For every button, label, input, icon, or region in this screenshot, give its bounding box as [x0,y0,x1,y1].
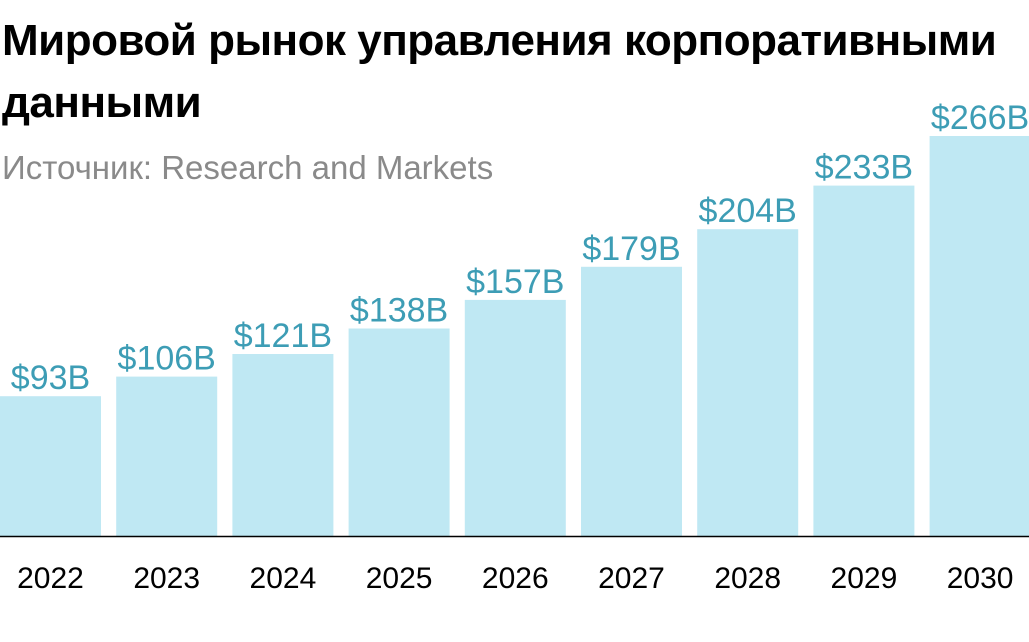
bar-2024 [232,354,334,536]
data-labels-group: $93B $106B $121B $138B $157B $179B $204B $233B $… [11,99,1029,397]
data-label-2030: $266B [931,99,1029,137]
x-tick-label-2030: 2030 [947,562,1014,595]
bar-2027 [581,266,682,536]
bar-2028 [697,229,799,536]
data-label-2028: $204B [699,192,797,230]
data-label-2024: $121B [234,317,332,355]
bar-2029 [813,185,915,536]
x-tick-label-2025: 2025 [366,562,433,595]
data-label-2025: $138B [350,292,448,330]
data-label-2026: $157B [466,263,564,301]
bar-2023 [116,376,218,536]
data-label-2027: $179B [582,230,680,268]
x-tick-label-2023: 2023 [133,562,200,595]
chart-source: Источник: Research and Markets [2,149,494,186]
x-tick-label-2028: 2028 [714,562,781,595]
bars-group [0,136,1029,536]
bar-2030 [929,136,1029,536]
data-label-2023: $106B [118,340,216,378]
x-tick-label-2024: 2024 [250,562,317,595]
bar-2026 [464,299,566,536]
data-label-2029: $233B [815,149,913,187]
x-tick-label-2026: 2026 [482,562,549,595]
x-tick-label-2027: 2027 [598,562,665,595]
x-tick-labels-group: 2022 2023 2024 2025 2026 2027 2028 2029 2030 [17,562,1013,595]
bar-2025 [348,328,450,536]
x-tick-label-2029: 2029 [831,562,898,595]
bar-2022 [0,396,101,536]
x-tick-label-2022: 2022 [17,562,84,595]
data-label-2022: $93B [11,359,90,397]
chart-title: Мировой рынок управления корпоративными … [2,16,997,127]
